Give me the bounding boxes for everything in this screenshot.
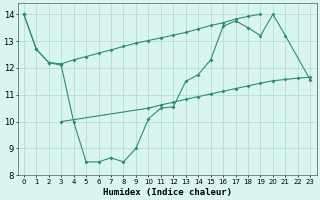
X-axis label: Humidex (Indice chaleur): Humidex (Indice chaleur) (102, 188, 232, 197)
